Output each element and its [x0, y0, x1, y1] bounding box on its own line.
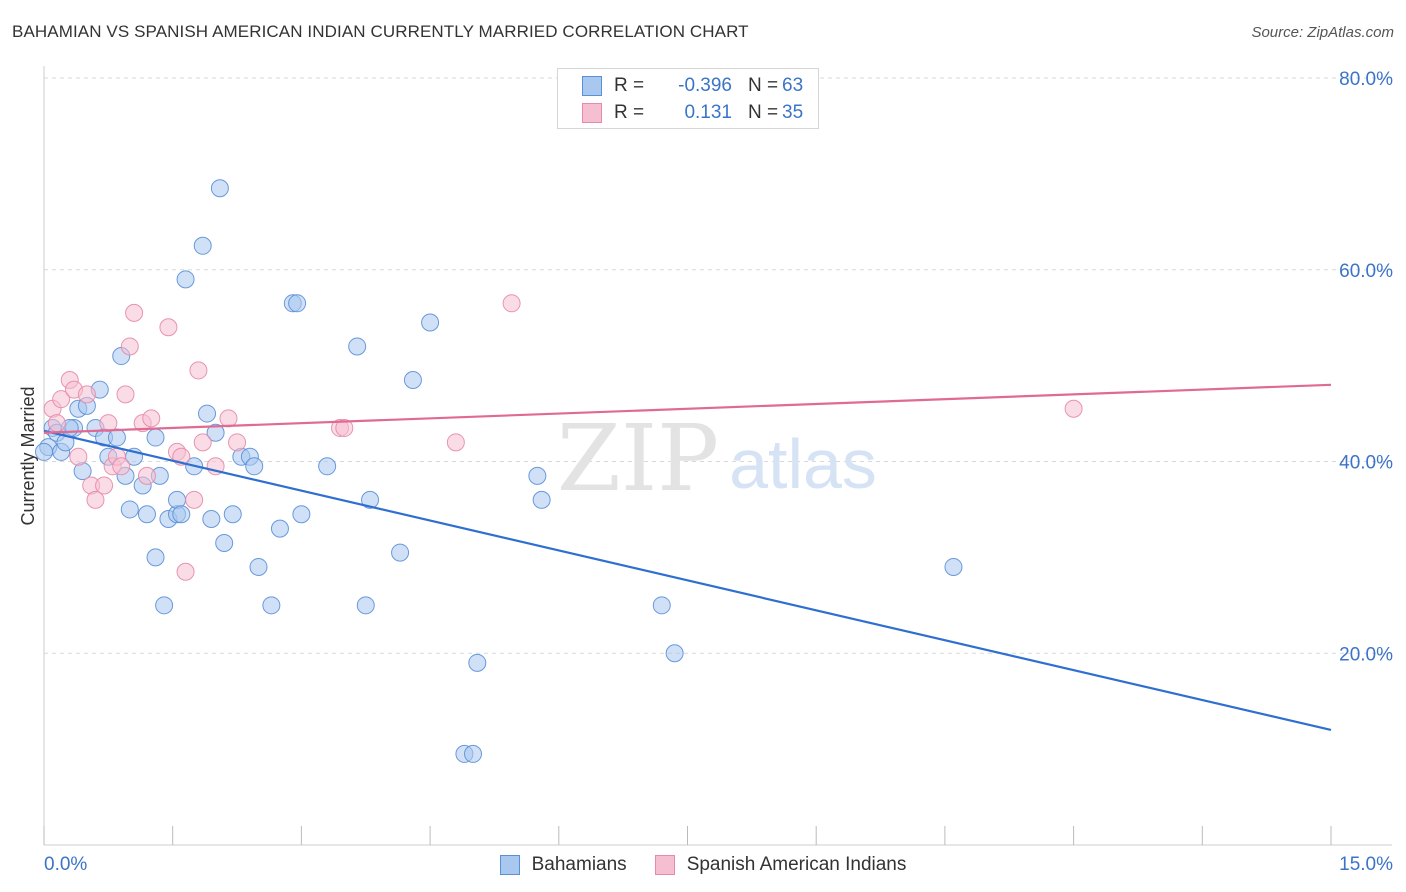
bahamian-point	[120, 500, 139, 519]
bahamian-point	[249, 557, 268, 576]
spanish-american-indian-point	[112, 457, 131, 476]
x-tick-label: 15.0%	[1339, 854, 1393, 875]
stats-legend: R = -0.396 N = 63 R = 0.131 N = 35	[557, 68, 819, 129]
bahamian-point	[528, 466, 547, 485]
bahamian-point	[206, 423, 225, 442]
spanish-american-indian-point	[116, 385, 135, 404]
spanish-american-indian-point	[137, 466, 156, 485]
y-tick-label: 60.0%	[1339, 261, 1393, 282]
x-tick-label: 0.0%	[44, 854, 87, 875]
bahamian-point	[245, 457, 264, 476]
spanish-american-indian-point	[86, 490, 105, 509]
y-tick-label: 80.0%	[1339, 69, 1393, 90]
axis-layer: 20.0% 40.0% 60.0% 80.0% 0.0% 15.0%	[43, 66, 1393, 875]
bahamian-point	[468, 653, 487, 672]
spanish-american-indian-point	[52, 390, 71, 409]
bahamian-point	[652, 596, 671, 615]
legend-r-label: R =	[614, 75, 645, 96]
series-legend: Bahamians Spanish American Indians	[0, 852, 1406, 878]
bahamian-point	[348, 337, 367, 356]
bahamian-point	[391, 543, 410, 562]
legend-r-label: R =	[614, 102, 645, 123]
trend-layer	[43, 383, 1332, 732]
bahamian-point	[210, 179, 229, 198]
bahamian-point	[318, 457, 337, 476]
legend-swatch-pink	[654, 855, 675, 875]
watermark-zip: ZIP	[557, 405, 719, 512]
spanish-american-indian-point	[502, 294, 521, 313]
y-axis-title: Currently Married	[18, 386, 38, 525]
legend-n-value: 35	[782, 102, 804, 123]
bahamian-point	[288, 294, 307, 313]
legend-item-bahamians[interactable]: Bahamians	[499, 854, 627, 876]
bahamian-point	[532, 490, 551, 509]
legend-row-spanish-american-indians: R = 0.131 N = 35	[582, 101, 803, 125]
spanish-american-indian-point	[142, 409, 161, 428]
chart-title: BAHAMIAN VS SPANISH AMERICAN INDIAN CURR…	[12, 22, 749, 41]
y-tick-label: 20.0%	[1339, 644, 1393, 665]
spanish-american-indian-point	[219, 409, 238, 428]
bahamian-point	[202, 510, 221, 529]
spanish-american-indian-point	[176, 562, 195, 581]
bahamian-point	[176, 270, 195, 289]
bahamian-point	[464, 744, 482, 763]
bahamian-point	[944, 557, 963, 576]
bahamian-point	[665, 644, 684, 663]
legend-swatch-blue	[499, 855, 520, 875]
spanish-american-indian-point	[185, 490, 204, 509]
spanish-american-indian-point	[1064, 399, 1083, 418]
bahamian-point	[193, 236, 212, 255]
legend-n-label: N =	[748, 75, 779, 96]
legend-item-spanish-american-indians[interactable]: Spanish American Indians	[654, 854, 907, 876]
watermark: ZIP atlas	[557, 405, 877, 512]
bahamian-point	[198, 404, 217, 423]
y-tick-label: 40.0%	[1339, 453, 1393, 474]
watermark-atlas: atlas	[729, 425, 877, 503]
legend-item-label: Spanish American Indians	[686, 854, 907, 875]
spanish-american-indian-trend-line	[43, 383, 1332, 434]
legend-item-label: Bahamians	[531, 854, 627, 875]
spanish-american-indian-point	[99, 414, 118, 433]
bahamian-point	[361, 490, 380, 509]
bahamian-point	[356, 596, 375, 615]
spanish-american-indian-point	[77, 385, 96, 404]
grid-layer	[44, 77, 1392, 654]
spanish-american-indian-point	[189, 361, 208, 380]
spanish-american-indian-point	[47, 414, 66, 433]
spanish-american-indian-point	[69, 447, 88, 466]
legend-row-bahamians: R = -0.396 N = 63	[582, 74, 803, 98]
bahamian-point	[172, 505, 191, 524]
legend-r-value: 0.131	[684, 102, 732, 123]
bahamian-point	[421, 313, 440, 332]
bahamian-point	[262, 596, 281, 615]
bahamian-point	[403, 371, 422, 390]
legend-swatch-pink	[582, 103, 602, 123]
spanish-american-indian-point	[159, 318, 178, 337]
bahamian-point	[35, 442, 53, 461]
bahamian-trend-line	[43, 429, 1332, 732]
spanish-american-indian-point	[120, 337, 139, 356]
legend-swatch-blue	[582, 76, 602, 96]
bahamian-point	[146, 548, 165, 567]
bahamian-point	[223, 505, 242, 524]
spanish-american-indian-point	[335, 418, 354, 437]
spanish-american-indian-point	[228, 433, 247, 452]
spanish-american-indian-point	[193, 433, 212, 452]
bahamian-point	[146, 428, 165, 447]
points-layer	[35, 179, 1083, 763]
legend-n-label: N =	[748, 102, 779, 123]
bahamian-point	[137, 505, 156, 524]
legend-n-value: 63	[782, 75, 804, 96]
bahamian-point	[215, 533, 234, 552]
spanish-american-indian-point	[446, 433, 465, 452]
legend-r-value: -0.396	[678, 75, 732, 96]
bahamian-point	[270, 519, 289, 538]
bahamian-point	[155, 596, 174, 615]
spanish-american-indian-point	[95, 476, 114, 495]
source-label: Source: ZipAtlas.com	[1251, 24, 1394, 41]
spanish-american-indian-point	[125, 303, 144, 322]
bahamian-point	[292, 505, 311, 524]
